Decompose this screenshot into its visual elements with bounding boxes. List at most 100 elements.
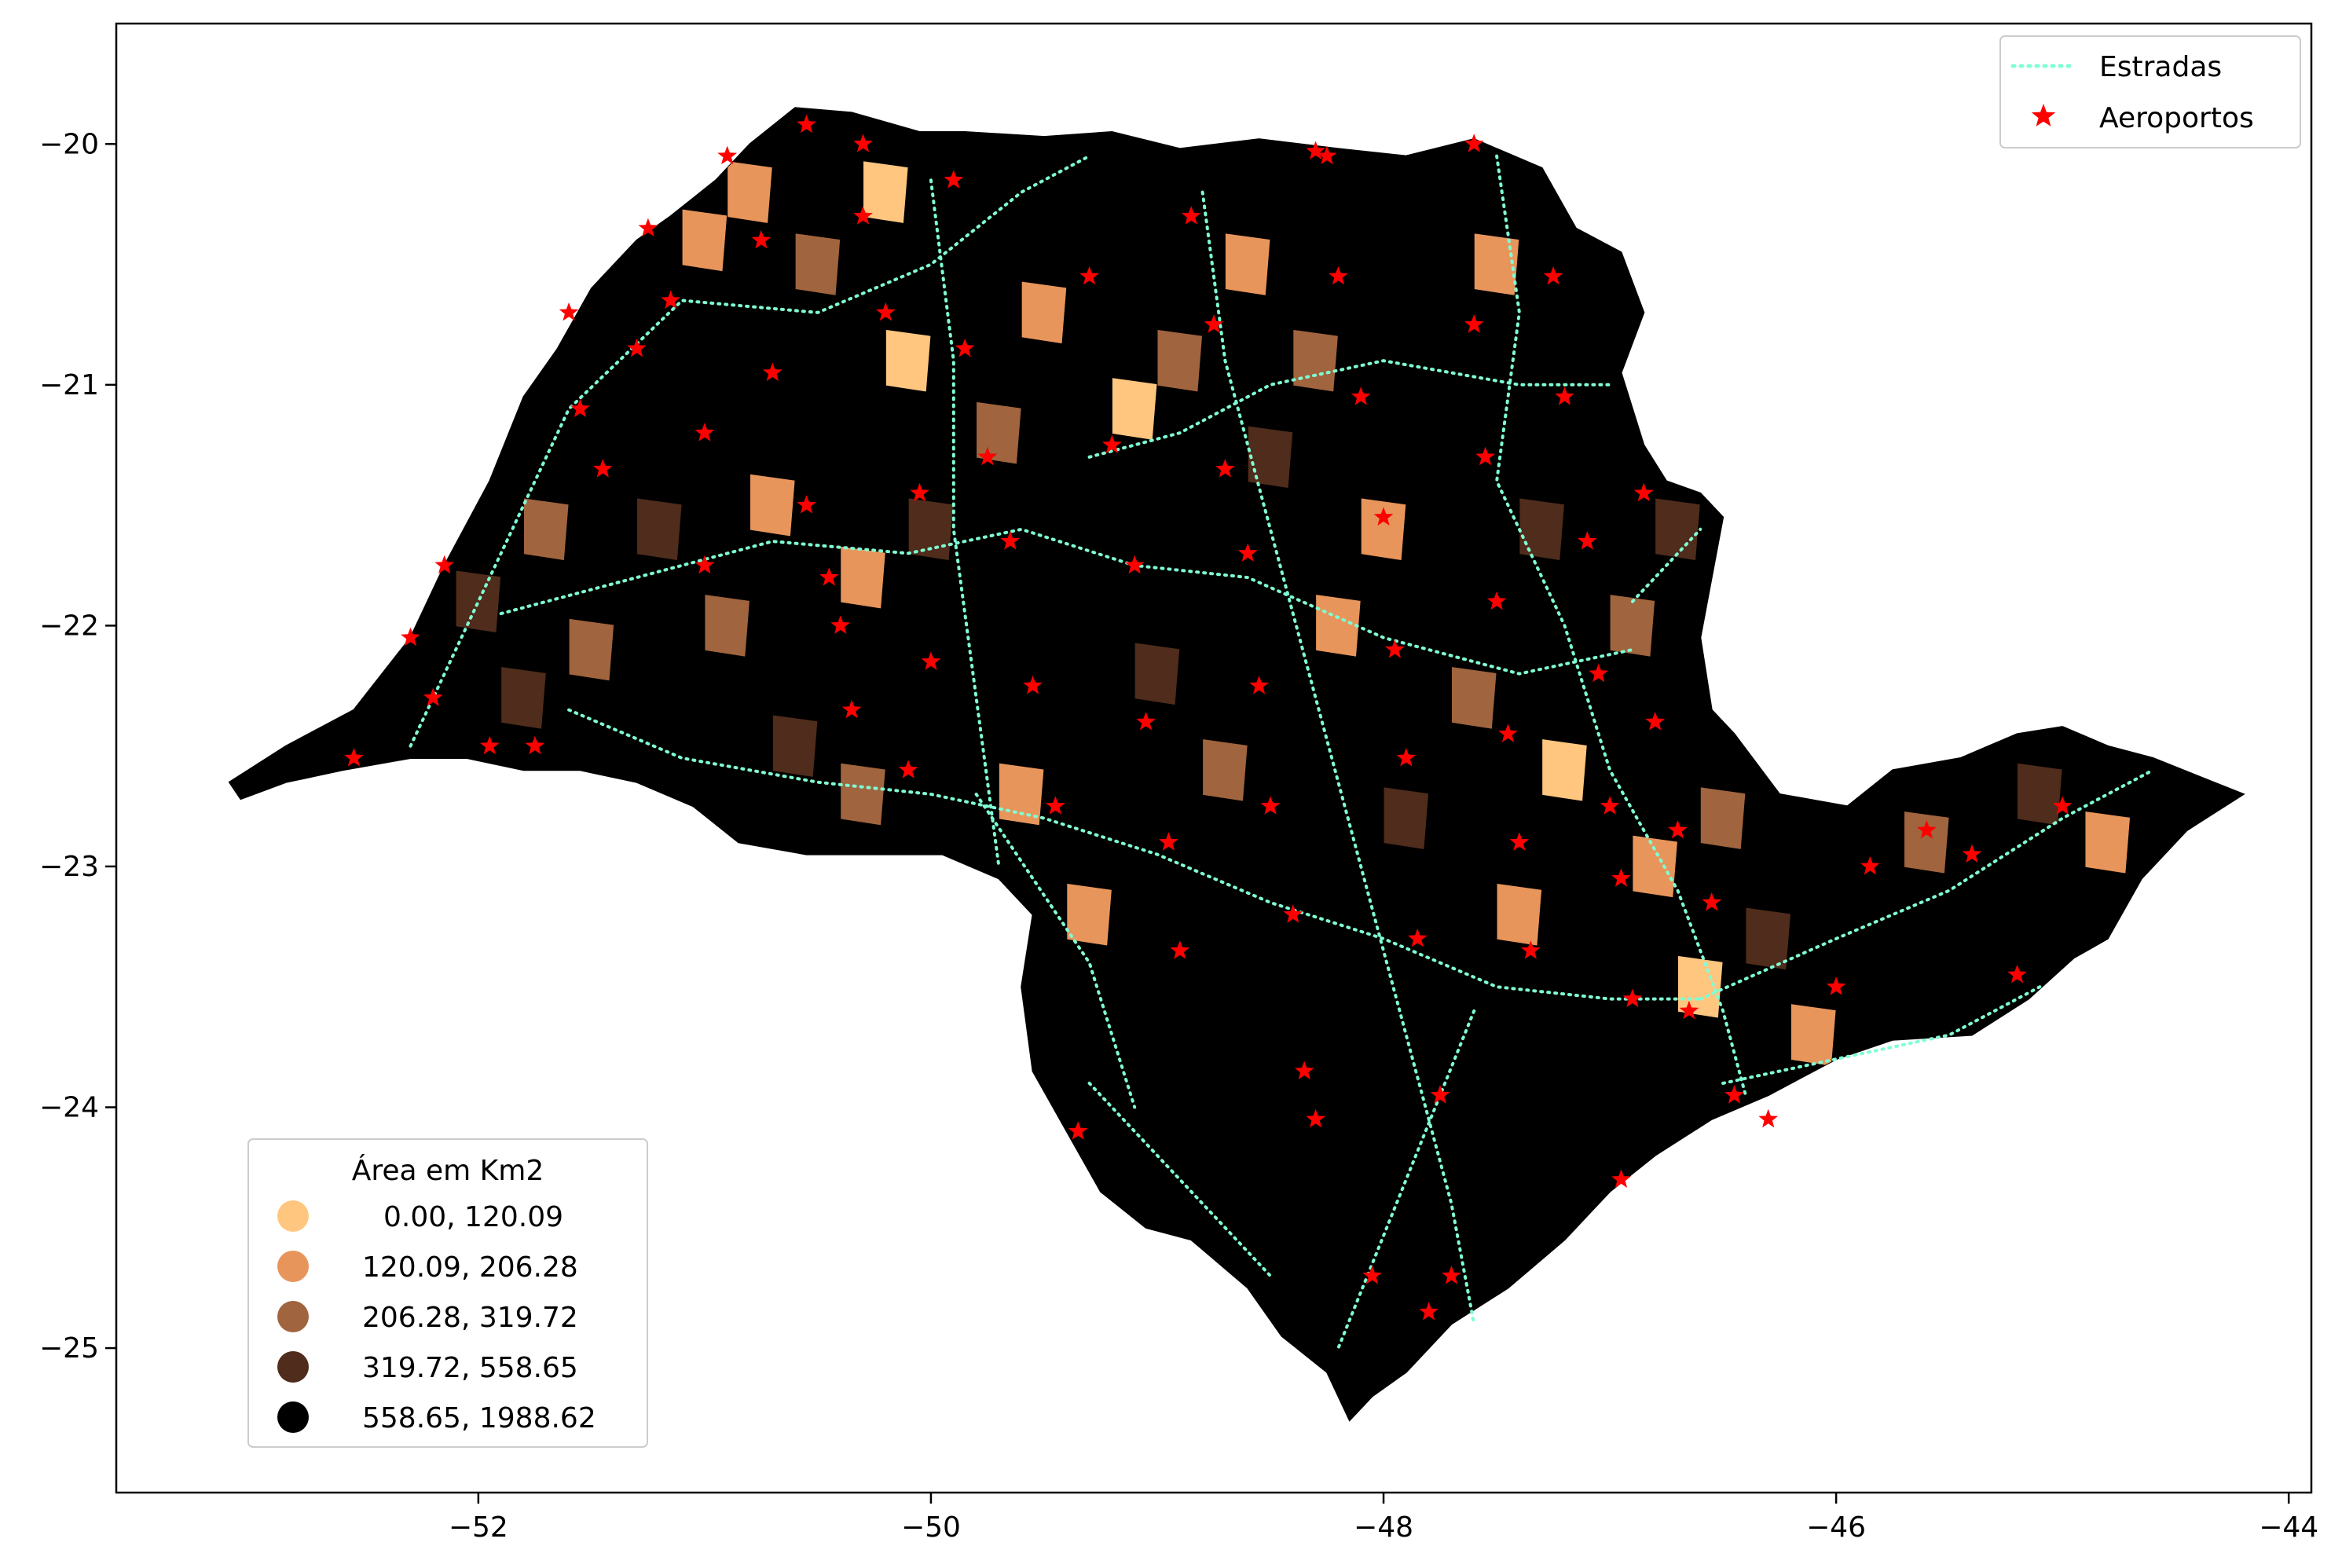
municipality-cell-66 (2017, 762, 2063, 826)
airport-marker-37 (1204, 314, 1224, 333)
municipality-cell-65 (1948, 931, 1996, 995)
airport-marker-78 (2007, 964, 2027, 984)
airport-marker-59 (1520, 940, 1541, 959)
airport-marker-5 (525, 735, 545, 755)
airport-marker-44 (1306, 1108, 1325, 1128)
airport-marker-34 (1159, 832, 1178, 851)
municipality-cell-29 (1066, 882, 1112, 947)
road-line-9 (974, 793, 1137, 1109)
airport-marker-49 (1385, 639, 1405, 658)
road-line-0 (409, 154, 1091, 748)
airport-marker-54 (1464, 314, 1484, 333)
x-tick-label-0: −52 (449, 1511, 508, 1544)
municipality-cell-46 (1383, 786, 1430, 851)
airport-marker-11 (695, 423, 715, 441)
airport-marker-0 (344, 748, 364, 767)
municipality-cell-60 (1699, 786, 1746, 851)
x-tick-label-1: −50 (901, 1511, 961, 1544)
airport-marker-89 (1611, 1169, 1631, 1188)
municipality-cell-11 (681, 377, 728, 441)
airport-marker-60 (1543, 266, 1563, 285)
airport-marker-22 (910, 482, 929, 502)
airport-marker-84 (1068, 1121, 1088, 1140)
axes-frame (115, 22, 2313, 1494)
airport-marker-1 (401, 627, 420, 647)
road-line-6 (1699, 768, 2155, 1001)
municipality-cell-4 (522, 497, 570, 562)
airport-marker-31 (1102, 434, 1122, 453)
municipality-cells (319, 160, 2199, 1284)
airport-marker-81 (1306, 141, 1325, 159)
airport-marker-14 (751, 229, 772, 249)
municipality-cell-44 (1360, 184, 1407, 248)
legend-classes-title: Área em Km2 (352, 1154, 544, 1187)
municipality-cell-37 (1224, 233, 1271, 296)
municipality-cell-31 (1111, 377, 1158, 441)
airport-marker-50 (1396, 748, 1417, 767)
municipality-cell-26 (998, 762, 1045, 826)
airport-marker-71 (1702, 892, 1722, 911)
airport-marker-65 (1611, 868, 1631, 887)
legend-class-label-0: 0.00, 120.09 (383, 1201, 563, 1233)
airport-marker-2 (434, 555, 454, 574)
airport-marker-10 (661, 290, 681, 310)
municipality-cell-43 (1337, 979, 1384, 1043)
airport-marker-30 (1079, 266, 1099, 285)
legend-top: Estradas Aeroportos (1999, 35, 2301, 148)
municipality-cell-35 (1179, 497, 1226, 562)
municipality-cell-24 (953, 208, 999, 273)
airport-marker-27 (1000, 531, 1021, 550)
road-line-10 (1336, 1009, 1476, 1350)
municipality-cell-41 (1292, 328, 1339, 393)
airport-marker-47 (1351, 387, 1371, 405)
legend-class-swatch-4 (277, 1401, 309, 1433)
airport-marker-32 (1124, 555, 1145, 574)
municipality-cell-61 (1745, 907, 1792, 971)
y-tick-label-4: −24 (39, 1092, 99, 1124)
airport-marker-13 (717, 145, 738, 165)
airport-marker-56 (1486, 591, 1507, 610)
airport-marker-48 (1373, 507, 1394, 526)
airport-marker-63 (1589, 663, 1608, 683)
airport-marker-88 (853, 134, 873, 152)
legend-class-swatch-1 (277, 1251, 309, 1282)
airport-marker-3 (423, 687, 443, 706)
airport-marker-62 (1577, 531, 1597, 550)
municipality-cell-8 (636, 497, 683, 562)
legend-class-swatch-2 (277, 1301, 309, 1332)
legend-airports-swatch (2031, 104, 2056, 126)
municipality-cell-14 (750, 473, 796, 537)
municipality-cell-51 (1496, 882, 1543, 947)
airport-marker-25 (955, 338, 975, 357)
airport-marker-87 (797, 114, 816, 134)
municipality-cell-33 (1134, 1027, 1181, 1091)
municipality-cell-45 (1360, 497, 1407, 562)
municipality-cell-18 (840, 545, 886, 610)
municipality-cell-49 (1450, 665, 1497, 730)
municipality-cell-3 (500, 665, 547, 730)
municipality-cell-58 (1655, 497, 1701, 562)
municipality-cell-28 (1043, 522, 1090, 585)
municipality-cell-1 (409, 642, 456, 706)
x-axis: −52 −50 −48 −46 −44 (449, 1493, 2318, 1544)
municipality-cell-21 (885, 328, 932, 393)
municipality-cell-7 (614, 305, 660, 368)
municipality-cell-39 (1247, 882, 1294, 947)
airport-marker-26 (977, 446, 998, 466)
airport-marker-45 (1317, 145, 1337, 165)
road-line-12 (1630, 527, 1702, 603)
airport-marker-17 (819, 567, 839, 586)
municipality-cell-53 (1541, 738, 1588, 802)
airport-marker-79 (2052, 796, 2073, 815)
airport-marker-24 (944, 170, 964, 189)
airport-marker-8 (592, 459, 613, 478)
municipality-cell-23 (930, 665, 977, 730)
airport-marker-40 (1249, 676, 1269, 694)
road-line-11 (1087, 359, 1612, 459)
municipality-cell-38 (1247, 425, 1294, 489)
airport-marker-61 (1555, 387, 1574, 405)
airport-marker-51 (1407, 928, 1428, 947)
municipality-cell-36 (1202, 738, 1248, 802)
airport-marker-66 (1622, 988, 1643, 1008)
